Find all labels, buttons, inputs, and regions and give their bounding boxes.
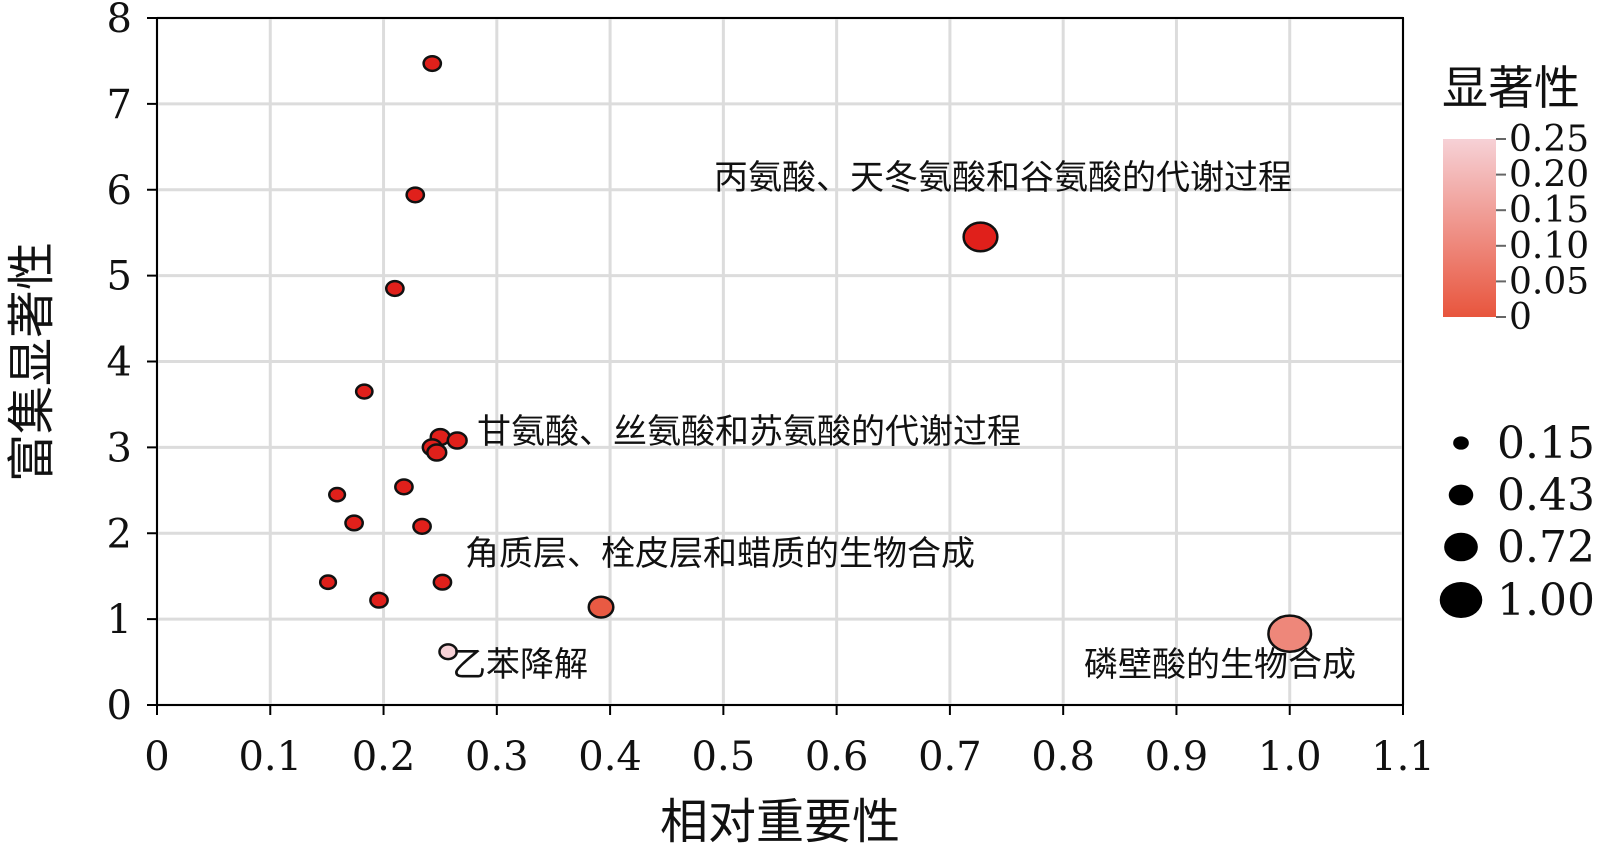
point-label: 甘氨酸、丝氨酸和苏氨酸的代谢过程 <box>477 412 1021 452</box>
x-tick-label: 0.2 <box>352 734 416 780</box>
point-annotations: 丙氨酸、天冬氨酸和谷氨酸的代谢过程甘氨酸、丝氨酸和苏氨酸的代谢过程角质层、栓皮层… <box>452 158 1356 685</box>
size-legend-label: 0.43 <box>1497 470 1595 521</box>
color-bar-tick-label: 0.20 <box>1509 155 1589 196</box>
color-bar <box>1443 139 1496 317</box>
data-point <box>369 591 389 609</box>
x-tick-label: 1.1 <box>1371 734 1435 780</box>
x-tick-label: 0.9 <box>1145 734 1209 780</box>
plot-area: 丙氨酸、天冬氨酸和谷氨酸的代谢过程甘氨酸、丝氨酸和苏氨酸的代谢过程角质层、栓皮层… <box>155 16 1405 707</box>
x-axis-title: 相对重要性 <box>660 794 900 850</box>
x-tick-label: 0.8 <box>1031 734 1095 780</box>
grid-lines <box>155 16 1405 707</box>
x-tick-label: 1.0 <box>1258 734 1322 780</box>
data-point <box>405 186 426 204</box>
point-label: 乙苯降解 <box>452 645 588 685</box>
y-tick-label: 4 <box>107 340 132 386</box>
data-point <box>432 573 453 591</box>
data-point <box>328 486 347 503</box>
data-point <box>587 595 615 619</box>
data-point <box>412 517 432 535</box>
size-legend-marker <box>1453 436 1469 450</box>
y-axis-title: 富集显著性 <box>4 242 60 482</box>
data-point <box>962 221 999 253</box>
y-tick-label: 2 <box>107 511 132 557</box>
x-tick-label: 0 <box>144 734 169 780</box>
y-tick-label: 1 <box>107 597 132 643</box>
data-points <box>318 54 1313 661</box>
x-tick-label: 0.1 <box>238 734 302 780</box>
size-legend-marker <box>1439 581 1483 619</box>
size-legend-label: 0.72 <box>1497 522 1595 573</box>
size-legend-marker <box>1448 484 1474 506</box>
size-legend-marker <box>1444 532 1478 562</box>
color-legend-title: 显著性 <box>1442 61 1580 115</box>
color-bar-tick-label: 0.05 <box>1509 261 1589 302</box>
y-tick-label: 7 <box>107 82 132 128</box>
data-point <box>446 431 468 450</box>
data-point <box>1267 614 1313 654</box>
y-tick-label: 5 <box>107 254 132 300</box>
color-bar-tick-label: 0.25 <box>1509 119 1589 160</box>
color-legend: 显著性 0.250.200.150.100.050 <box>1442 61 1589 338</box>
size-legend-label: 1.00 <box>1497 575 1595 626</box>
color-bar-tick-label: 0.15 <box>1509 190 1589 231</box>
x-axis: 0 0.1 0.2 0.3 0.4 0.5 0.6 0.7 0.8 0.9 1.0 1.1 <box>144 705 1435 780</box>
x-tick-label: 0.3 <box>465 734 529 780</box>
color-bar-ticks: 0.250.200.150.100.050 <box>1496 119 1589 338</box>
data-point <box>344 514 364 532</box>
data-point <box>422 54 443 73</box>
data-point <box>354 383 374 400</box>
y-tick-label: 6 <box>107 168 132 214</box>
color-bar-tick-label: 0.10 <box>1509 226 1589 267</box>
x-tick-label: 0.5 <box>692 734 756 780</box>
data-point <box>426 443 448 462</box>
data-point <box>384 279 405 298</box>
y-tick-label: 3 <box>107 425 132 471</box>
x-tick-label: 0.6 <box>805 734 869 780</box>
data-point <box>394 478 414 496</box>
data-point <box>438 643 458 661</box>
point-label: 磷壁酸的生物合成 <box>1084 645 1356 685</box>
x-tick-label: 0.4 <box>578 734 642 780</box>
y-tick-label: 8 <box>107 0 132 42</box>
y-axis: 0 1 2 3 4 5 6 7 8 <box>107 0 157 729</box>
point-label: 丙氨酸、天冬氨酸和谷氨酸的代谢过程 <box>714 158 1292 198</box>
data-point <box>318 574 338 591</box>
point-label: 角质层、栓皮层和蜡质的生物合成 <box>465 534 975 574</box>
color-bar-tick-label: 0 <box>1509 297 1532 338</box>
y-tick-label: 0 <box>107 683 132 729</box>
size-legend-label: 0.15 <box>1497 418 1595 469</box>
x-tick-label: 0.7 <box>918 734 982 780</box>
size-legend: 0.150.430.721.00 <box>1439 418 1595 626</box>
